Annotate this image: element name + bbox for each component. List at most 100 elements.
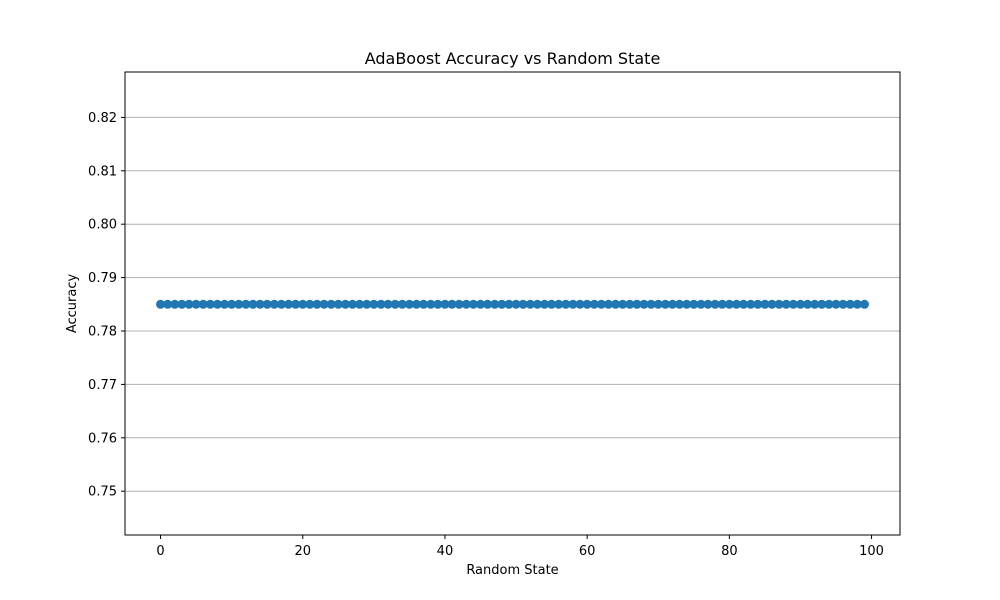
data-point	[241, 299, 251, 309]
y-axis-label: Accuracy	[65, 274, 80, 334]
data-point	[198, 299, 208, 309]
data-point	[163, 299, 173, 309]
data-point	[205, 299, 215, 309]
data-point	[660, 299, 670, 309]
data-point	[845, 299, 855, 309]
x-tick-label: 20	[294, 544, 311, 559]
x-tick-label: 60	[579, 544, 596, 559]
data-point	[227, 299, 237, 309]
data-point	[667, 299, 677, 309]
data-point	[596, 299, 606, 309]
data-point	[461, 299, 471, 309]
data-point	[433, 299, 443, 309]
data-point	[831, 299, 841, 309]
data-point	[539, 299, 549, 309]
data-point	[561, 299, 571, 309]
data-point	[618, 299, 628, 309]
data-point	[390, 299, 400, 309]
data-point	[753, 299, 763, 309]
y-tick-label: 0.76	[88, 431, 117, 446]
data-point	[397, 299, 407, 309]
data-point	[824, 299, 834, 309]
data-point	[696, 299, 706, 309]
data-point	[781, 299, 791, 309]
y-tick-label: 0.75	[88, 485, 117, 500]
data-point	[276, 299, 286, 309]
data-point	[611, 299, 621, 309]
y-tick-label: 0.77	[88, 378, 117, 393]
data-point	[717, 299, 727, 309]
data-point	[383, 299, 393, 309]
data-point	[440, 299, 450, 309]
data-point	[739, 299, 749, 309]
data-point	[653, 299, 663, 309]
data-point	[817, 299, 827, 309]
data-point	[810, 299, 820, 309]
chart-title: AdaBoost Accuracy vs Random State	[365, 49, 661, 68]
ticks-layer: 0.75 0.76 0.77 0.78 0.79 0.80 0.81 0.82 0 20 40 60 8…	[88, 111, 884, 559]
data-point	[760, 299, 770, 309]
data-point	[412, 299, 422, 309]
data-point	[582, 299, 592, 309]
data-point	[788, 299, 798, 309]
data-point	[348, 299, 358, 309]
data-point	[312, 299, 322, 309]
data-point	[447, 299, 457, 309]
data-point	[795, 299, 805, 309]
data-point	[212, 299, 222, 309]
data-point	[156, 299, 166, 309]
data-point	[625, 299, 635, 309]
data-point	[184, 299, 194, 309]
data-point	[426, 299, 436, 309]
data-point	[774, 299, 784, 309]
data-point	[532, 299, 542, 309]
data-point	[852, 299, 862, 309]
data-point	[319, 299, 329, 309]
data-point	[454, 299, 464, 309]
data-point	[504, 299, 514, 309]
x-tick-label: 0	[156, 544, 164, 559]
data-point	[362, 299, 372, 309]
x-tick-label: 80	[721, 544, 738, 559]
data-point	[689, 299, 699, 309]
y-tick-label: 0.81	[88, 164, 117, 179]
data-point	[476, 299, 486, 309]
data-point	[554, 299, 564, 309]
data-point	[767, 299, 777, 309]
data-point	[369, 299, 379, 309]
data-point	[803, 299, 813, 309]
data-point	[838, 299, 848, 309]
data-point	[191, 299, 201, 309]
plot-frame	[124, 71, 901, 536]
data-point	[682, 299, 692, 309]
data-point	[603, 299, 613, 309]
data-point	[703, 299, 713, 309]
grid-layer	[125, 116, 900, 492]
y-tick-label: 0.79	[88, 271, 117, 286]
data-point	[220, 299, 230, 309]
y-tick-label: 0.80	[88, 218, 117, 233]
data-point	[497, 299, 507, 309]
data-point	[724, 299, 734, 309]
data-point	[284, 299, 294, 309]
data-point	[859, 299, 869, 309]
data-point	[419, 299, 429, 309]
data-point	[340, 299, 350, 309]
data-point	[333, 299, 343, 309]
data-point	[518, 299, 528, 309]
y-tick-label: 0.78	[88, 325, 117, 340]
data-point	[589, 299, 599, 309]
data-point	[710, 299, 720, 309]
data-point	[234, 299, 244, 309]
data-point	[568, 299, 578, 309]
data-point	[326, 299, 336, 309]
points-layer	[156, 299, 869, 309]
data-point	[632, 299, 642, 309]
data-point	[575, 299, 585, 309]
data-point	[291, 299, 301, 309]
data-point	[646, 299, 656, 309]
data-point	[731, 299, 741, 309]
data-point	[404, 299, 414, 309]
data-point	[746, 299, 756, 309]
